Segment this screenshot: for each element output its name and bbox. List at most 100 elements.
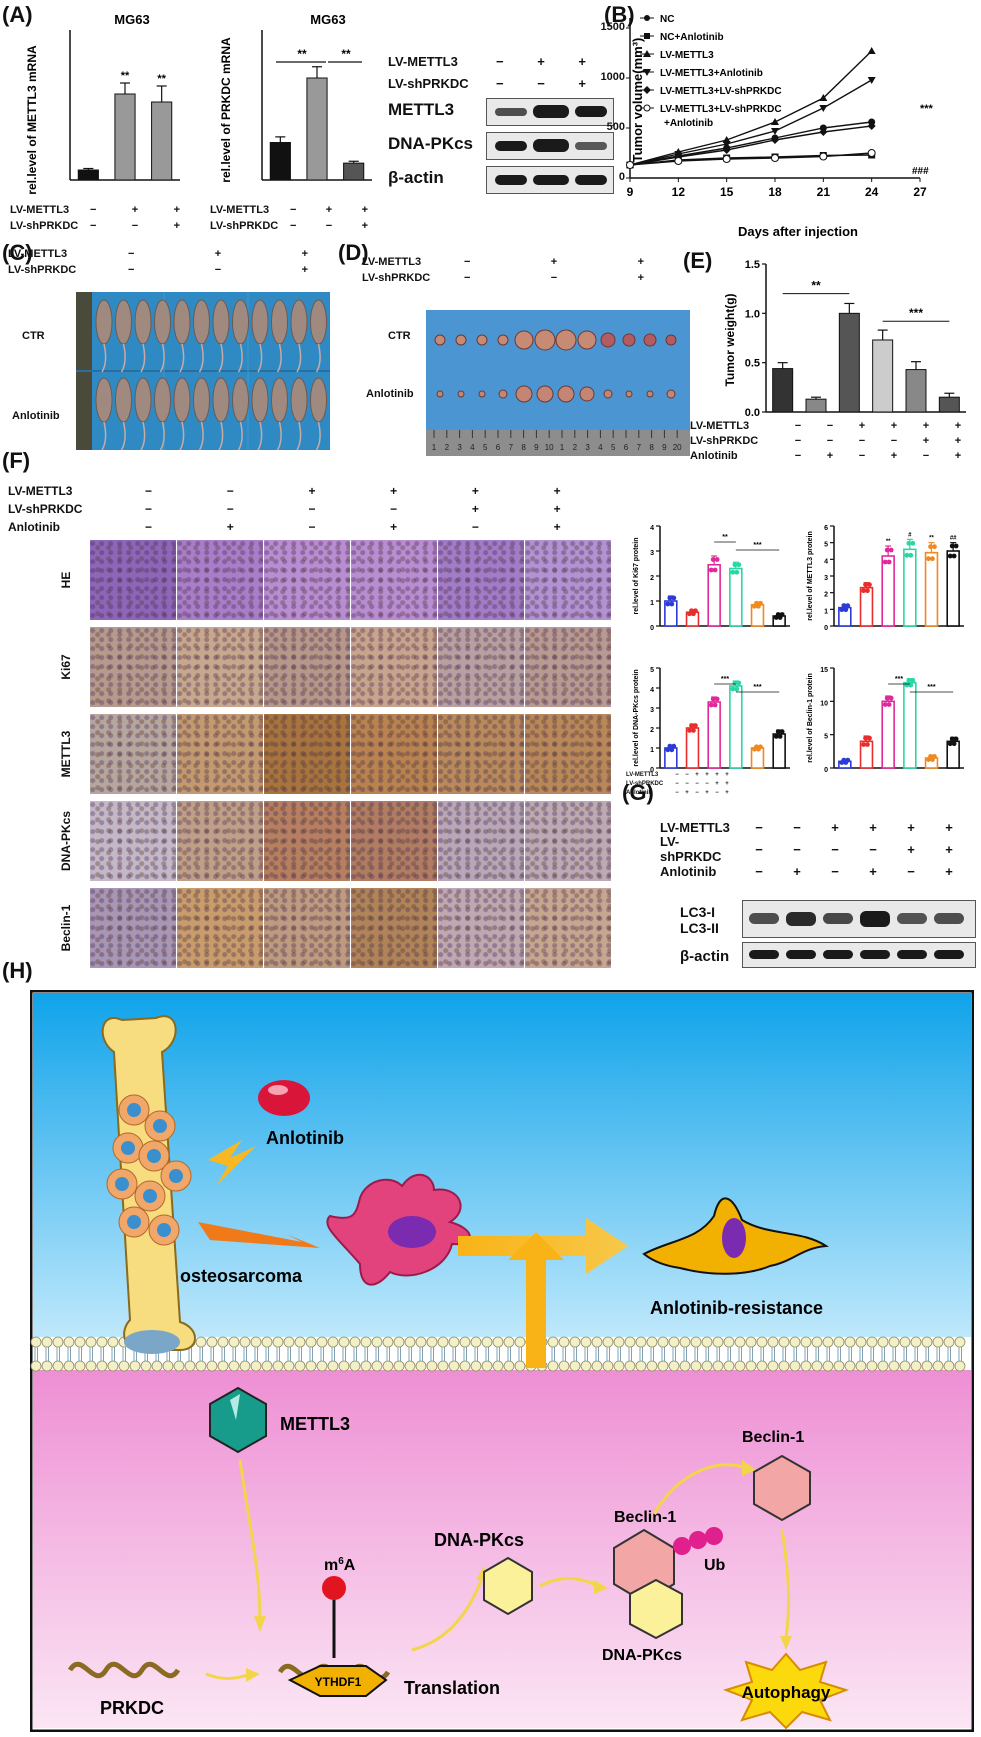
a1-r2-2: +: [173, 220, 180, 232]
lipid-head: [305, 1336, 317, 1348]
mouse-tail: [315, 421, 321, 450]
lipid-head: [943, 1336, 955, 1348]
f-sub-treatment-row-label: Anlotinib: [626, 789, 652, 796]
y-tick-label: 6: [824, 525, 828, 532]
y-tick-label: 1.5: [745, 259, 760, 271]
data-point: [910, 540, 916, 546]
g-treatment-cell: −: [869, 841, 877, 857]
lipid-head: [481, 1360, 493, 1372]
g-treatment-row: LV-METTL3 − − + + + +: [660, 816, 980, 838]
a2-r1-0: −: [290, 204, 297, 216]
data-point: [730, 569, 736, 575]
f-chart-bars: ** # ** ##: [838, 532, 960, 627]
actin-band: [860, 950, 890, 959]
tumor: [536, 385, 554, 403]
lipid-head: [228, 1336, 240, 1348]
chart-f-beclin: rel.level of Beclin-1 protein051015*****…: [807, 667, 964, 774]
y-tick-label: 4: [824, 558, 828, 565]
g-treatment-row-label: LV-METTL3: [660, 819, 730, 835]
lipid-head: [921, 1360, 933, 1372]
lc3-band: [749, 913, 779, 924]
lipid-head: [624, 1336, 636, 1348]
data-point: [667, 595, 673, 601]
lipid-head: [921, 1336, 933, 1348]
lipid-head: [932, 1336, 944, 1348]
f-chart-axis: 0 1 2 3 4 5 6: [824, 525, 964, 632]
mouse: [193, 299, 210, 345]
tumor: [457, 390, 465, 398]
sig-label: **: [121, 70, 130, 82]
ihc-grid: [90, 540, 614, 978]
f-sub-treatment-cell: +: [685, 789, 689, 796]
sig-label: **: [811, 279, 821, 293]
bar: [859, 586, 874, 627]
g-treatment-cell: +: [831, 819, 839, 835]
lipid-head: [833, 1336, 845, 1348]
mice-photo: [76, 292, 330, 450]
f-treatment-cell: +: [471, 484, 479, 498]
lipid-head: [360, 1360, 372, 1372]
c-r2-0: −: [128, 264, 135, 276]
mouse-tail: [315, 343, 321, 373]
a2-r2-2: +: [361, 220, 368, 232]
data-point: [775, 729, 781, 734]
g-label-actin: β-actin: [680, 948, 730, 965]
b-y-tick-label: 0: [618, 171, 625, 183]
tumor: [600, 332, 616, 348]
y-tick-label: 0: [824, 767, 828, 774]
tumor: [476, 334, 488, 346]
ruler-label: 7: [637, 443, 642, 452]
tumor: [622, 333, 636, 347]
g-treatment-row-label: Anlotinib: [660, 863, 717, 879]
g-treatment-cell: −: [831, 863, 839, 879]
h-osteosarcoma-label: osteosarcoma: [180, 1266, 303, 1286]
data-point: [669, 747, 675, 753]
mouse-tail: [179, 421, 185, 450]
c-row-anlotinib: Anlotinib: [12, 410, 60, 422]
y-tick-label: 1.0: [745, 308, 760, 320]
c-row2-label: LV-shPRKDC: [8, 264, 77, 276]
f-treatment-cell: +: [553, 520, 561, 534]
bar: [772, 368, 794, 413]
mouse-tail: [257, 421, 263, 450]
f-sub-treatment-cell: −: [675, 771, 679, 778]
panel-label-d: (D): [338, 240, 369, 265]
lipid-head: [415, 1336, 427, 1348]
lipid-head: [734, 1360, 746, 1372]
actin-band: [749, 950, 779, 959]
lipid-head: [877, 1336, 889, 1348]
c-row1-label: LV-METTL3: [8, 248, 68, 260]
ihc-tile: [525, 714, 611, 794]
data-point: [886, 702, 892, 707]
data-point: [758, 600, 763, 606]
ihc-tile: [525, 888, 611, 968]
lipid-head: [437, 1360, 449, 1372]
f-treatment-row-label: Anlotinib: [8, 520, 60, 534]
series-line: [629, 121, 872, 166]
lipid-head: [899, 1336, 911, 1348]
data-point: [734, 686, 740, 692]
d-r1-1: +: [550, 256, 558, 268]
ruler-label: 3: [585, 443, 590, 452]
tumor: [497, 334, 509, 346]
data-point: [865, 588, 870, 594]
data-point: [732, 562, 738, 568]
lipid-head: [547, 1336, 559, 1348]
f-treatment-row-label: LV-METTL3: [8, 484, 73, 498]
lipid-head: [844, 1336, 856, 1348]
a1-row2: − − +: [90, 220, 180, 232]
lipid-head: [954, 1336, 966, 1348]
lipid-head: [96, 1336, 108, 1348]
cancer-cell-nucleus: [169, 1169, 183, 1183]
lipid-head: [580, 1336, 592, 1348]
lipid-head: [602, 1336, 614, 1348]
h-ythdf1-label: YTHDF1: [315, 1675, 362, 1689]
lipid-head: [294, 1336, 306, 1348]
h-autophagy-label: Autophagy: [742, 1683, 831, 1702]
bar: [872, 339, 894, 413]
a2-r2-0: −: [290, 220, 297, 232]
tumor: [436, 390, 444, 398]
mouse-tail: [120, 421, 126, 450]
lipid-head: [910, 1336, 922, 1348]
a2-r1-2: +: [361, 204, 368, 216]
